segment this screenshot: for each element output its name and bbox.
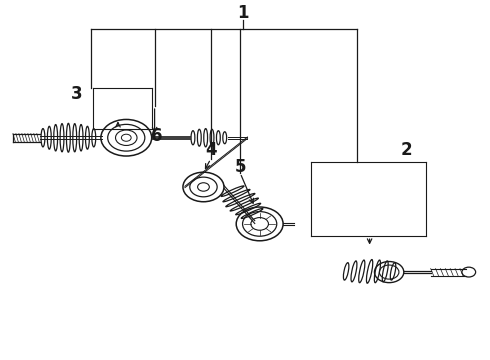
Text: 4: 4 [205, 141, 217, 159]
Text: 1: 1 [237, 4, 248, 22]
Text: 6: 6 [151, 127, 163, 145]
Text: 2: 2 [400, 141, 412, 159]
Text: 3: 3 [71, 85, 82, 103]
Text: 5: 5 [234, 158, 246, 176]
